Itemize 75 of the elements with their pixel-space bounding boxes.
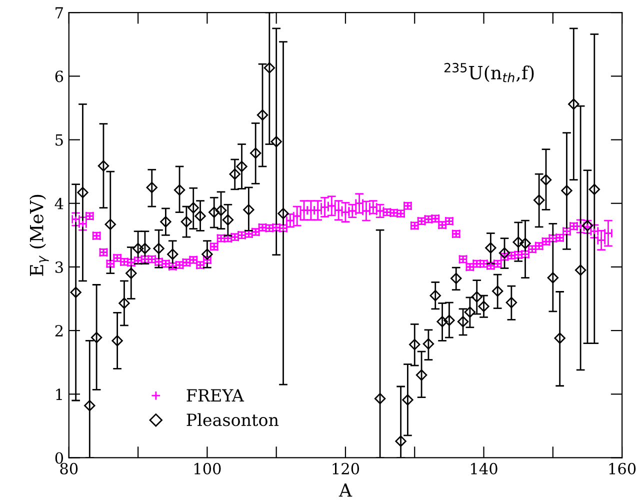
- point: [554, 332, 566, 344]
- point: [70, 286, 82, 298]
- y-tick-label: 4: [54, 198, 64, 210]
- point: [520, 238, 531, 250]
- point: [588, 184, 600, 195]
- point: [153, 242, 164, 254]
- y-tick-label: 1: [56, 388, 62, 400]
- point: [188, 202, 199, 214]
- point: [422, 338, 434, 350]
- point: [194, 210, 206, 222]
- point: [256, 109, 268, 121]
- point: [395, 436, 406, 447]
- point: [471, 291, 482, 302]
- point: [264, 62, 276, 74]
- point: [278, 208, 289, 220]
- point: [208, 206, 220, 218]
- annotation: $^{235}$U(n$_{th}$,f): [444, 62, 534, 82]
- point: [561, 185, 572, 196]
- point: [457, 316, 469, 328]
- point: [139, 242, 151, 254]
- x-tick-label: 160: [609, 462, 636, 474]
- point: [478, 300, 490, 312]
- y-tick-label: 2: [55, 325, 63, 336]
- point: [90, 332, 102, 344]
- point: [126, 268, 137, 279]
- point: [416, 369, 428, 381]
- point: [492, 286, 504, 297]
- point: [243, 204, 254, 216]
- point: [236, 160, 248, 172]
- legend-label: Pleasonton: [186, 413, 279, 426]
- x-axis-title: A: [338, 483, 352, 497]
- point: [574, 264, 586, 276]
- point: [84, 400, 96, 412]
- point: [118, 298, 130, 309]
- point: [215, 204, 227, 216]
- x-tick-label: 120: [332, 462, 360, 474]
- y-axis-title: E$_{γ}$ (MeV): [29, 194, 49, 276]
- point: [444, 314, 455, 326]
- point: [533, 194, 545, 206]
- y-tick-label: 3: [55, 261, 63, 273]
- point: [160, 216, 172, 228]
- point: [270, 136, 282, 148]
- point: [374, 392, 386, 404]
- y-tick-label: 5: [56, 134, 63, 146]
- point: [250, 148, 262, 159]
- point: [464, 306, 476, 318]
- point: [409, 338, 420, 350]
- x-tick-label: 80: [60, 462, 78, 474]
- point: [402, 394, 414, 406]
- point: [132, 242, 144, 254]
- point: [540, 174, 552, 186]
- point: [512, 236, 524, 248]
- x-tick-label: 100: [194, 462, 221, 474]
- point: [167, 248, 178, 260]
- point: [174, 184, 186, 196]
- point: [485, 242, 496, 254]
- point: [112, 335, 123, 346]
- point: [98, 160, 110, 172]
- y-tick-label: 0: [55, 452, 64, 464]
- y-tick-label: 7: [56, 7, 63, 18]
- point: [104, 218, 116, 230]
- point: [430, 290, 441, 302]
- point: [77, 186, 88, 198]
- point: [506, 296, 518, 308]
- point: [547, 272, 559, 284]
- point: [450, 272, 462, 284]
- point: [180, 216, 192, 228]
- point: [568, 98, 580, 110]
- point: [436, 316, 448, 328]
- x-tick-label: 140: [471, 462, 498, 474]
- point: [229, 168, 240, 180]
- point: [146, 182, 158, 194]
- point: [222, 214, 234, 226]
- legend-label: FREYA: [186, 389, 244, 402]
- y-tick-label: 6: [55, 70, 64, 82]
